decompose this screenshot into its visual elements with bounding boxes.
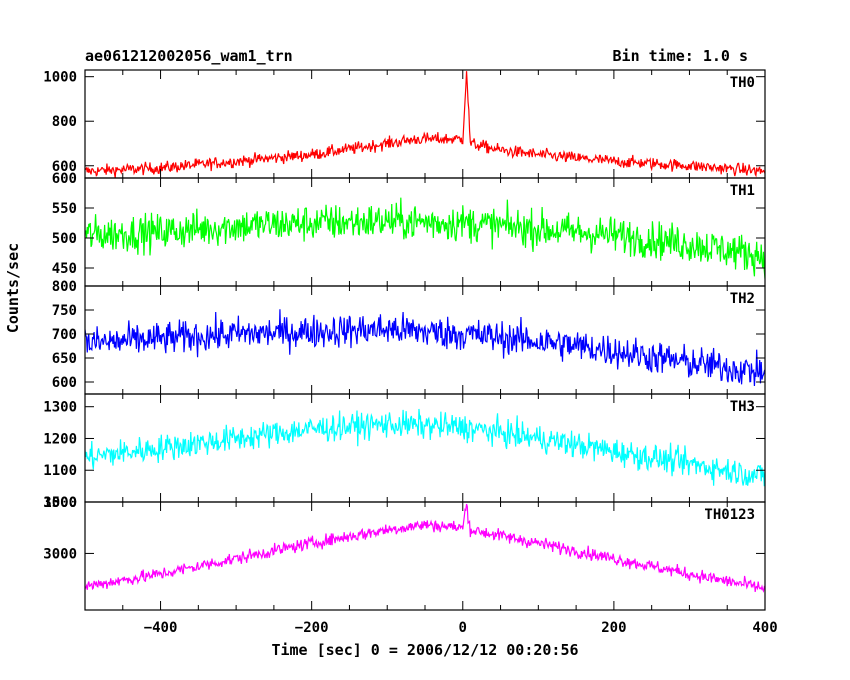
x-tick-label: 400 <box>752 620 777 636</box>
y-tick-label-th3: 1000 <box>43 495 77 511</box>
panel-frame-th0123 <box>84 501 766 611</box>
x-tick-label: −400 <box>144 620 178 636</box>
y-tick-label-th3: 1200 <box>43 431 77 447</box>
panel-frame-th3 <box>84 393 766 503</box>
y-axis-label: Counts/sec <box>4 243 22 333</box>
y-tick-label-th2: 750 <box>52 303 77 319</box>
y-tick-label-th2: 650 <box>52 351 77 367</box>
y-tick-label-th0: 800 <box>52 114 77 130</box>
series-line-th0 <box>85 71 765 178</box>
y-tick-label-th0: 600 <box>52 159 77 175</box>
panel-label-th0123: TH0123 <box>704 507 755 523</box>
panel-label-th3: TH3 <box>730 399 755 415</box>
chart-title-right: Bin time: 1.0 s <box>613 47 748 65</box>
panels-group: TH0 600 800 1000 TH1 450 500 550 600 TH2 600 650 700… <box>43 69 778 636</box>
y-tick-label-th2: 700 <box>52 327 77 343</box>
series-line-th1 <box>85 197 765 279</box>
y-tick-label-th0123: 3000 <box>43 546 77 562</box>
series-line-th2 <box>85 309 765 387</box>
x-tick-label: −200 <box>295 620 329 636</box>
y-tick-label-th3: 1100 <box>43 463 77 479</box>
x-tick-label: 0 <box>459 620 467 636</box>
series-line-th3 <box>85 408 765 487</box>
y-tick-label-th0123: 3500 <box>43 495 77 511</box>
panel-label-th0: TH0 <box>730 75 755 91</box>
panel-label-th1: TH1 <box>730 183 755 199</box>
chart-title-left: ae061212002056_wam1_trn <box>85 47 293 65</box>
y-tick-label-th1: 550 <box>52 201 77 217</box>
y-tick-label-th1: 450 <box>52 261 77 277</box>
y-tick-label-th1: 600 <box>52 171 77 187</box>
y-tick-label-th3: 1300 <box>43 400 77 416</box>
series-line-th0123 <box>85 503 765 593</box>
y-tick-label-th1: 500 <box>52 231 77 247</box>
y-tick-label-th2: 600 <box>52 375 77 391</box>
panel-frame-th0 <box>84 69 766 179</box>
x-axis-label: Time [sec] 0 = 2006/12/12 00:20:56 <box>271 641 578 659</box>
panel-label-th2: TH2 <box>730 291 755 307</box>
panel-frame-th2 <box>84 285 766 395</box>
y-tick-label-th2: 800 <box>52 279 77 295</box>
x-tick-label: 200 <box>601 620 626 636</box>
y-tick-label-th0: 1000 <box>43 70 77 86</box>
